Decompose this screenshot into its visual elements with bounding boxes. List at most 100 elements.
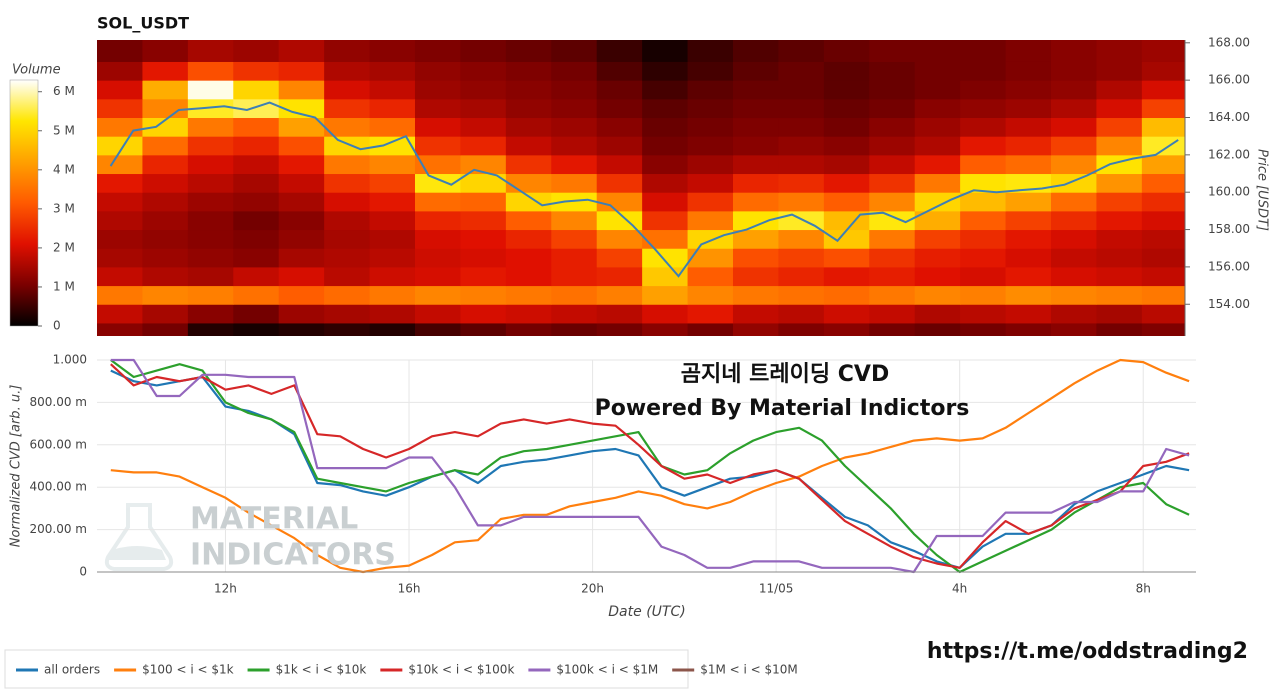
heat-cell [505, 117, 552, 137]
heat-cell [914, 98, 961, 119]
heat-cell [914, 117, 961, 137]
heat-cell [1096, 192, 1143, 212]
legend: all orders $100 < i < $1k $1k < i < $10k $1… [16, 663, 798, 677]
heat-cell [460, 61, 507, 81]
heat-cell [596, 322, 643, 336]
heat-cell [687, 136, 734, 156]
heat-cell [1005, 117, 1052, 137]
x-tick-label: 4h [952, 582, 967, 596]
heat-cell [369, 248, 416, 268]
heat-cell [460, 117, 507, 137]
heat-cell [823, 304, 870, 324]
heat-cell [551, 285, 598, 305]
y-tick-label: 800.00 m [30, 395, 88, 409]
heat-cell [642, 285, 689, 305]
heat-cell [960, 98, 1007, 119]
heat-cell [1050, 61, 1097, 81]
heat-cell [187, 210, 234, 231]
y-tick-label: 0 [79, 565, 87, 579]
heat-cell [778, 304, 825, 324]
heat-cell [233, 136, 280, 156]
heat-cell [369, 304, 416, 324]
heat-cell [823, 136, 870, 156]
heat-cell [732, 117, 779, 137]
heat-cell [324, 40, 371, 62]
heat-cell [142, 98, 189, 119]
heat-cell [97, 154, 143, 175]
heat-cell [324, 173, 371, 193]
heat-cell [1096, 40, 1143, 62]
heat-cell [596, 80, 643, 100]
heat-cell [596, 173, 643, 193]
heat-cell [914, 80, 961, 100]
heat-cell [233, 80, 280, 100]
heat-cell [414, 248, 461, 268]
heat-cell [642, 248, 689, 268]
heat-cell [778, 173, 825, 193]
heat-cell [460, 210, 507, 231]
heat-cell [142, 61, 189, 81]
heat-cell [233, 285, 280, 305]
heat-cell [233, 173, 280, 193]
x-axis-label: Date (UTC) [608, 604, 685, 620]
x-tick-label: 12h [214, 582, 237, 596]
heat-cell [1096, 136, 1143, 156]
annotation: Powered By Material Indictors [595, 396, 970, 421]
y-tick-label: 160.00 [1208, 185, 1250, 199]
heat-cell [460, 285, 507, 305]
heat-cell [1096, 304, 1143, 324]
heat-cell [97, 136, 143, 156]
heat-cell [505, 80, 552, 100]
colorbar-tick-label: 2 M [53, 240, 75, 254]
heat-cell [460, 40, 507, 62]
heatmap [97, 40, 1185, 336]
heat-cell [97, 80, 143, 100]
heat-cell [324, 136, 371, 156]
heat-cell [687, 117, 734, 137]
y-tick-label: 164.00 [1208, 110, 1250, 124]
y-tick-label: 400.00 m [30, 480, 88, 494]
heat-cell [505, 248, 552, 268]
heat-cell [414, 117, 461, 137]
series-line [110, 369, 1190, 569]
y-tick-label: 166.00 [1208, 73, 1250, 87]
y-tick-label: 158.00 [1208, 222, 1250, 236]
heat-cell [1005, 229, 1052, 249]
heat-cell [369, 61, 416, 81]
heat-cell [1141, 304, 1185, 324]
heat-cell [823, 154, 870, 175]
heat-cell [778, 136, 825, 156]
heat-cell [1096, 98, 1143, 119]
heat-cell [414, 136, 461, 156]
heat-cell [642, 173, 689, 193]
heat-cell [551, 136, 598, 156]
heat-cell [960, 266, 1007, 287]
heat-cell [778, 192, 825, 212]
heat-cell [97, 229, 143, 249]
heat-cell [142, 136, 189, 156]
heat-cell [505, 173, 552, 193]
heat-cell [233, 266, 280, 287]
heat-cell [551, 40, 598, 62]
heat-cell [142, 229, 189, 249]
heat-cell [414, 173, 461, 193]
heat-cell [551, 154, 598, 175]
heat-cell [187, 285, 234, 305]
heat-cell [687, 285, 734, 305]
heat-cell [687, 192, 734, 212]
heat-cell [732, 266, 779, 287]
heat-cell [914, 266, 961, 287]
series-line [110, 359, 1190, 574]
heat-cell [642, 40, 689, 62]
heat-cell [414, 304, 461, 324]
heat-cell [960, 248, 1007, 268]
watermark-text: MATERIAL [190, 502, 358, 537]
heat-cell [414, 80, 461, 100]
heat-cell [732, 229, 779, 249]
heat-cell [278, 210, 325, 231]
heat-cell [1005, 248, 1052, 268]
heat-cell [914, 229, 961, 249]
heat-cell [369, 285, 416, 305]
heat-cell [1050, 136, 1097, 156]
